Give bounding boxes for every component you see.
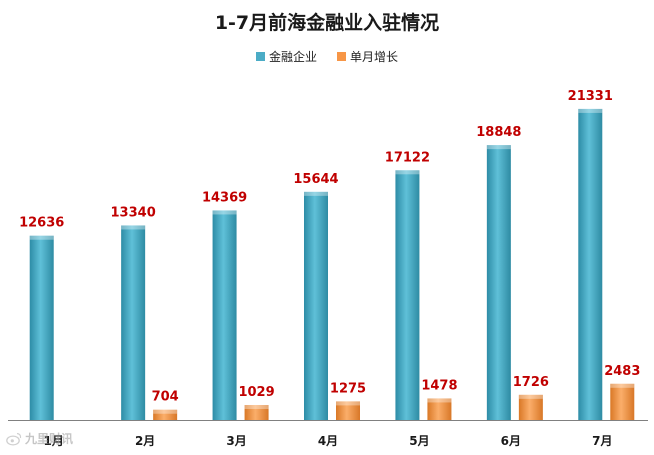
bar-series-2-7 <box>610 383 635 420</box>
bar-cap-series-1-2 <box>121 225 146 230</box>
legend-label-series-1: 金融企业 <box>268 50 317 64</box>
bar-series-2-5 <box>427 398 452 420</box>
x-tick-label-3: 3月 <box>226 434 246 448</box>
bar-cap-series-1-6 <box>486 145 511 150</box>
value-label-series-2-2: 704 <box>152 390 179 405</box>
legend-label-series-2: 单月增长 <box>350 50 399 64</box>
bar-cap-series-1-3 <box>212 210 237 215</box>
value-label-series-2-5: 1478 <box>421 378 457 393</box>
bar-cap-series-2-2 <box>153 409 178 414</box>
value-label-series-1-3: 14369 <box>202 190 247 205</box>
legend-swatch-series-2 <box>337 52 346 61</box>
x-tick-label-1: 1月 <box>44 434 64 448</box>
bar-series-1-4 <box>304 191 328 420</box>
x-tick-label-6: 6月 <box>501 434 521 448</box>
bar-series-1-7 <box>578 108 603 421</box>
bar-cap-series-2-3 <box>244 404 269 409</box>
bar-cap-series-2-4 <box>336 401 360 406</box>
value-label-series-1-1: 12636 <box>19 216 64 231</box>
bar-series-2-2 <box>153 409 178 420</box>
value-label-series-1-6: 18848 <box>476 125 521 140</box>
value-label-series-1-7: 21331 <box>568 89 613 104</box>
bar-series-1-1 <box>29 235 54 420</box>
bar-series-1-5 <box>395 170 420 420</box>
value-label-series-1-4: 15644 <box>293 172 338 187</box>
watermark-text: 九里财讯 <box>25 432 74 446</box>
value-label-series-2-7: 2483 <box>604 364 640 379</box>
legend-swatch-series-1 <box>255 52 265 61</box>
legend-item-series-2: 单月增长 <box>337 48 398 65</box>
value-label-series-1-5: 17122 <box>385 150 430 165</box>
chart-legend: 金融企业 单月增长 <box>0 48 654 65</box>
value-label-series-2-6: 1726 <box>513 375 549 390</box>
value-label-series-2-3: 1029 <box>238 385 274 400</box>
x-tick-label-7: 7月 <box>592 434 612 448</box>
bar-cap-series-1-4 <box>304 191 328 196</box>
x-tick-label-5: 5月 <box>409 434 429 448</box>
bar-series-1-6 <box>486 145 511 420</box>
bar-cap-series-2-6 <box>518 394 543 399</box>
bar-series-2-3 <box>244 404 269 420</box>
bar-cap-series-1-1 <box>29 235 54 240</box>
bar-cap-series-1-5 <box>395 170 420 175</box>
value-label-series-2-4: 1275 <box>330 381 366 396</box>
weibo-logo-icon <box>6 432 22 446</box>
bar-series-1-3 <box>212 210 237 420</box>
bar-cap-series-2-7 <box>610 383 635 388</box>
bar-series-1-2 <box>121 225 146 420</box>
value-label-series-1-2: 13340 <box>111 205 156 220</box>
bar-cap-series-1-7 <box>578 108 603 113</box>
bar-series-2-6 <box>518 394 543 420</box>
x-tick-label-4: 4月 <box>318 434 338 448</box>
bar-series-2-4 <box>336 401 360 420</box>
watermark: 九里财讯 <box>6 430 73 447</box>
x-tick-label-2: 2月 <box>135 434 155 448</box>
bar-cap-series-2-5 <box>427 398 452 403</box>
legend-item-series-1: 金融企业 <box>255 48 317 65</box>
chart-title: 1-7月前海金融业入驻情况 <box>214 12 440 34</box>
